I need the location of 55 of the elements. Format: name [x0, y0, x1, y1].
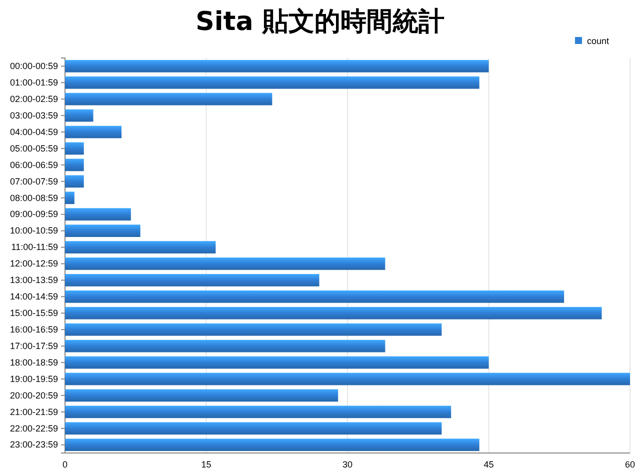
bar [65, 306, 602, 320]
y-tick-label: 12:00-12:59 [10, 258, 58, 269]
y-tick-label: 08:00-08:59 [10, 192, 58, 203]
bar [65, 406, 452, 418]
bar [65, 290, 564, 303]
y-tick-label: 16:00-16:59 [10, 324, 58, 334]
y-tick-label: 10:00-10:59 [10, 226, 58, 236]
legend-label: count [587, 36, 610, 46]
bar [65, 241, 216, 254]
y-tick-label: 06:00-06:59 [10, 160, 58, 170]
y-tick-label: 21:00-21:59 [10, 406, 58, 417]
bar [65, 175, 84, 188]
y-tick-label: 07:00-07:59 [10, 176, 58, 186]
bar [65, 258, 386, 270]
y-tick-label: 18:00-18:59 [10, 357, 58, 368]
y-tick-label: 09:00-09:59 [10, 209, 58, 220]
bar [65, 389, 338, 402]
y-tick-label: 14:00-14:59 [10, 292, 58, 302]
y-tick-label: 17:00-17:59 [10, 340, 58, 351]
bar [65, 92, 272, 106]
y-tick-label: 05:00-05:59 [10, 143, 58, 154]
y-tick-label: 02:00-02:59 [10, 94, 58, 104]
bar [65, 76, 480, 89]
x-tick-label: 60 [624, 459, 636, 469]
bar [65, 356, 489, 369]
bar [65, 142, 84, 155]
bar [65, 60, 489, 72]
y-tick-label: 11:00-11:59 [11, 242, 58, 252]
bar [65, 274, 320, 286]
bar [65, 208, 131, 221]
bar [65, 192, 74, 204]
x-tick-label: 0 [62, 459, 68, 469]
y-tick-label: 00:00-00:59 [10, 61, 58, 72]
bar [65, 126, 122, 138]
bar [65, 372, 630, 386]
y-tick-label: 23:00-23:59 [10, 440, 58, 450]
bar [65, 422, 442, 435]
bar [65, 109, 94, 122]
y-tick-label: 13:00-13:59 [10, 275, 58, 286]
bar [65, 438, 480, 452]
bar [65, 158, 84, 172]
bar [65, 323, 442, 336]
bar [65, 224, 140, 237]
y-tick-label: 19:00-19:59 [10, 374, 58, 384]
x-tick-label: 30 [342, 459, 353, 469]
y-tick-label: 03:00-03:59 [10, 110, 58, 120]
y-tick-label: 20:00-20:59 [10, 390, 58, 400]
x-tick-label: 45 [484, 459, 494, 469]
y-tick-label: 01:00-01:59 [10, 77, 58, 88]
y-tick-label: 15:00-15:59 [10, 308, 58, 318]
y-tick-label: 22:00-22:59 [10, 423, 58, 434]
bar [65, 340, 386, 352]
chart-title: Sita 貼文的時間統計 [196, 7, 444, 37]
x-tick-label: 15 [201, 459, 212, 469]
y-tick-label: 04:00-04:59 [10, 126, 58, 137]
